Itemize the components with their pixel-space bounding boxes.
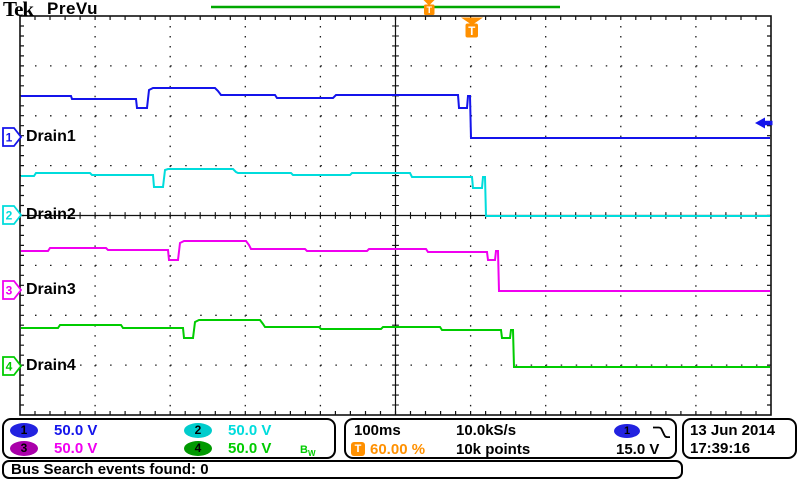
waveform-ch2 bbox=[21, 168, 770, 217]
channel1-position-marker[interactable]: 1 bbox=[2, 127, 23, 147]
trigger-record-position-marker[interactable]: T bbox=[423, 0, 435, 15]
channel3-scale[interactable]: 50.0 V bbox=[54, 440, 98, 457]
svg-text:3: 3 bbox=[6, 284, 13, 298]
channel1-badge[interactable]: 1 bbox=[10, 423, 38, 438]
trigger-level[interactable]: 15.0 V bbox=[616, 441, 660, 458]
waveform-ch3 bbox=[21, 240, 770, 292]
channel2-scale[interactable]: 50.0 V bbox=[228, 422, 272, 439]
svg-text:4: 4 bbox=[6, 360, 13, 374]
horizontal-trigger-box: 100ms 10.0kS/s 1 T 60.00 % 10k points 15… bbox=[344, 418, 677, 459]
time-label: 17:39:16 bbox=[690, 440, 751, 457]
channel4-position-marker[interactable]: 4 bbox=[2, 356, 23, 376]
acquisition-mode-label: PreVu bbox=[47, 0, 99, 18]
waveform-ch4 bbox=[21, 319, 770, 368]
trigger-position-marker[interactable]: T bbox=[461, 17, 483, 38]
channel4-scale[interactable]: 50.0 V bbox=[228, 440, 272, 457]
bus-search-bar: Bus Search events found: 0 bbox=[2, 460, 683, 479]
channel4-trace-label: Drain4 bbox=[26, 357, 76, 374]
svg-text:T: T bbox=[468, 26, 475, 38]
bus-search-result: Bus Search events found: 0 bbox=[11, 461, 209, 478]
tek-logo: Tek bbox=[3, 0, 34, 21]
record-length: 10k points bbox=[456, 441, 531, 458]
channel2-trace-label: Drain2 bbox=[26, 206, 76, 223]
channel-readouts-box: 1 50.0 V 2 50.0 V 3 50.0 V 4 50.0 V BW bbox=[2, 418, 336, 459]
bandwidth-limit-icon: BW bbox=[300, 444, 316, 459]
sample-rate: 10.0kS/s bbox=[456, 422, 517, 439]
channel1-trace-label: Drain1 bbox=[26, 128, 76, 145]
svg-text:2: 2 bbox=[6, 209, 13, 223]
trigger-source-badge[interactable]: 1 bbox=[614, 424, 640, 438]
trigger-level-arrow[interactable] bbox=[755, 117, 773, 129]
waveform-ch1 bbox=[21, 87, 770, 139]
channel3-position-marker[interactable]: 3 bbox=[2, 280, 23, 300]
trigger-position-icon: T bbox=[351, 442, 365, 456]
channel4-badge[interactable]: 4 bbox=[184, 441, 212, 456]
horizontal-scale[interactable]: 100ms bbox=[354, 422, 401, 439]
date-label: 13 Jun 2014 bbox=[690, 422, 776, 439]
channel3-trace-label: Drain3 bbox=[26, 281, 76, 298]
channel2-position-marker[interactable]: 2 bbox=[2, 205, 23, 225]
svg-text:T: T bbox=[427, 5, 433, 15]
datetime-box: 13 Jun 2014 17:39:16 bbox=[682, 418, 797, 459]
channel2-badge[interactable]: 2 bbox=[184, 423, 212, 438]
trigger-slope-falling-icon bbox=[653, 426, 670, 438]
svg-text:1: 1 bbox=[6, 131, 13, 145]
channel3-badge[interactable]: 3 bbox=[10, 441, 38, 456]
channel1-scale[interactable]: 50.0 V bbox=[54, 422, 98, 439]
trigger-position-percent[interactable]: 60.00 % bbox=[370, 441, 426, 458]
